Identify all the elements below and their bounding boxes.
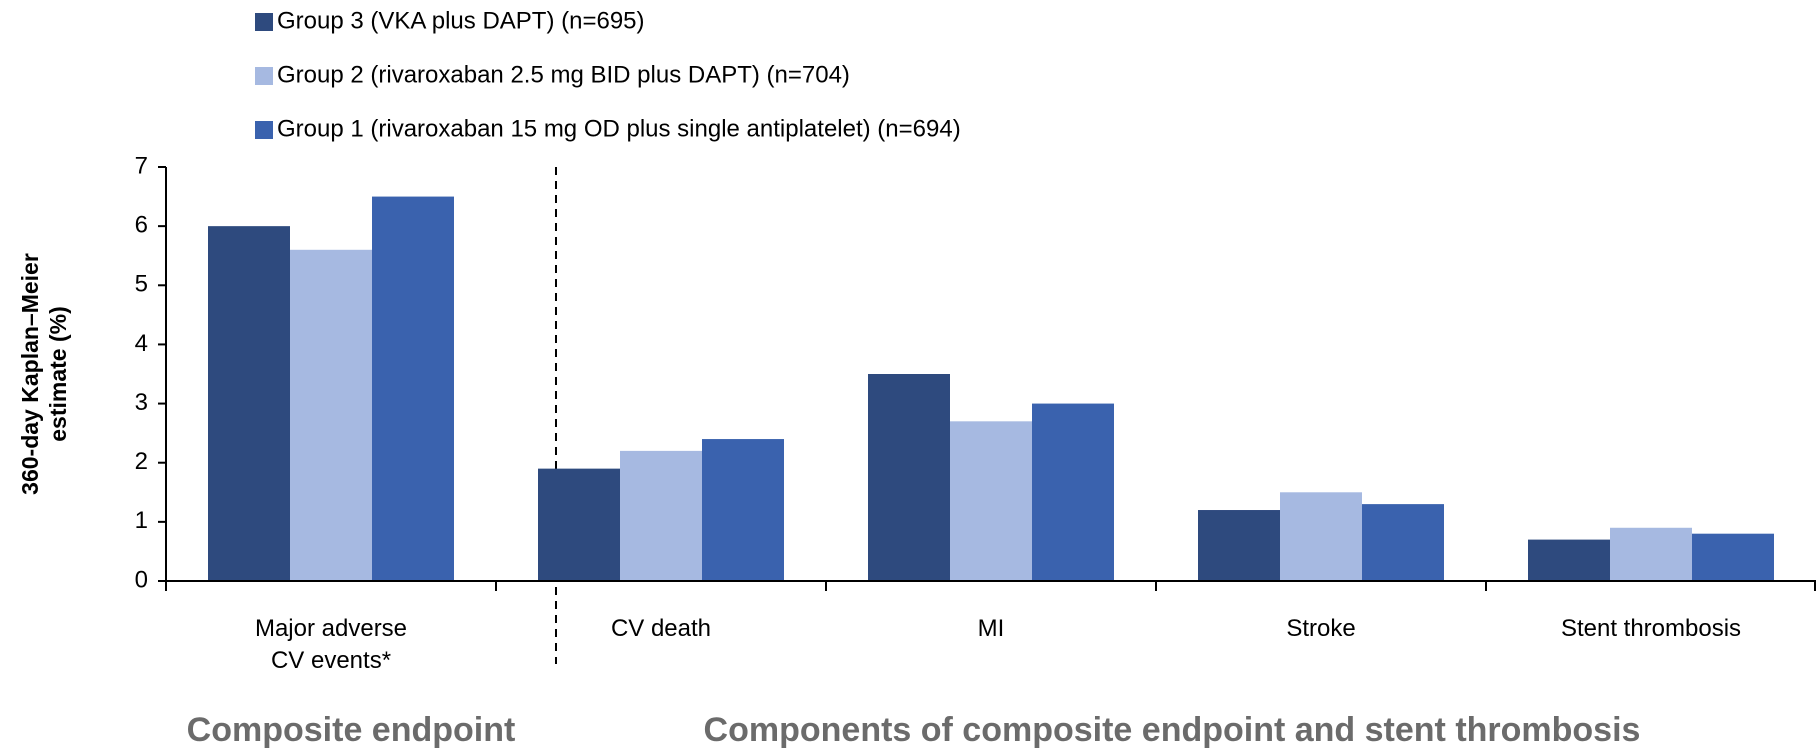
x-tick-label: CV death [611,615,711,642]
legend-swatch [255,67,273,85]
bar [1032,403,1114,581]
x-tick-label: Stent thrombosis [1561,615,1741,642]
y-tick-label: 3 [135,389,148,416]
bar [290,249,372,582]
y-axis-label: 360-day Kaplan–Meierestimate (%) [17,253,71,495]
section-label: Components of composite endpoint and ste… [704,711,1641,749]
x-tick-label: Stroke [1286,615,1355,642]
legend-swatch [255,13,273,31]
y-tick-label: 5 [135,271,148,298]
legend-label: Group 3 (VKA plus DAPT) (n=695) [277,7,645,34]
bar [702,439,784,581]
bar [372,196,454,582]
bar [868,374,950,581]
bar [1280,492,1362,581]
bar [1362,504,1444,581]
bar [208,226,290,581]
bar [1528,539,1610,581]
bar [1610,527,1692,581]
x-tick-label: Major adverse CV events* [255,615,407,674]
y-tick-label: 0 [135,566,148,593]
y-tick-label: 4 [135,330,148,357]
legend-swatch [255,121,273,139]
bar [538,468,620,581]
bar [620,450,702,581]
y-tick-label: 2 [135,448,148,475]
bar [1198,510,1280,581]
bar [950,421,1032,581]
y-tick-label: 6 [135,211,148,238]
y-tick-label: 1 [135,507,148,534]
bar [1692,533,1774,581]
x-tick-label: MI [978,615,1005,642]
section-label: Composite endpoint [187,711,516,749]
y-tick-label: 7 [135,152,148,179]
legend-label: Group 1 (rivaroxaban 15 mg OD plus singl… [277,115,961,142]
legend-label: Group 2 (rivaroxaban 2.5 mg BID plus DAP… [277,61,850,88]
